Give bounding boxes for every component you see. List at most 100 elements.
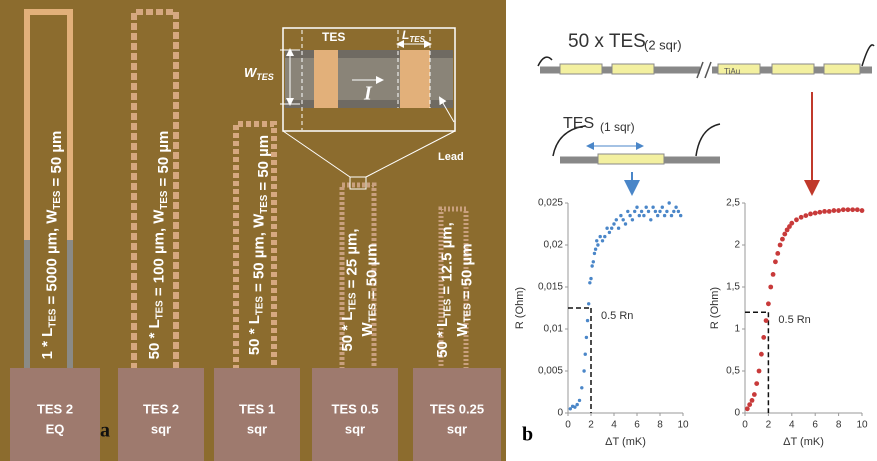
subscript: TES xyxy=(159,190,170,209)
text-part: 50 * L xyxy=(146,319,163,359)
point xyxy=(605,226,609,230)
pad-label: TES 2 xyxy=(143,401,179,416)
point xyxy=(761,335,767,340)
point xyxy=(651,205,655,209)
point xyxy=(658,209,662,214)
point xyxy=(850,207,856,213)
x-tick-label: 6 xyxy=(634,420,640,431)
point xyxy=(614,218,618,222)
point xyxy=(589,276,593,281)
subscript: TES xyxy=(409,35,425,44)
point xyxy=(610,226,614,230)
point xyxy=(672,209,676,214)
x-tick-label: 4 xyxy=(789,420,795,431)
text-part: = 50 µm xyxy=(255,135,272,195)
y-tick-label: 0,02 xyxy=(544,240,564,251)
point xyxy=(616,226,621,230)
text-part: 1 * L xyxy=(39,328,56,360)
schematic xyxy=(537,44,875,196)
inset-width: WTES xyxy=(244,65,274,82)
subscript: TES xyxy=(154,300,165,319)
point xyxy=(635,205,639,209)
text-part: L xyxy=(402,28,409,42)
point xyxy=(588,281,592,285)
point xyxy=(662,213,667,218)
pad-label: sqr xyxy=(447,421,467,436)
point xyxy=(590,264,594,268)
point xyxy=(621,218,625,222)
point xyxy=(749,398,755,403)
point xyxy=(787,224,792,229)
y-tick-label: 0 xyxy=(734,408,740,419)
point xyxy=(669,213,674,218)
y-tick-label: 2,5 xyxy=(726,198,740,209)
point xyxy=(667,201,671,205)
point xyxy=(817,209,823,215)
x-tick-label: 10 xyxy=(856,420,868,431)
pad-label: sqr xyxy=(345,421,365,436)
subscript: TES xyxy=(254,296,265,315)
x-tick-label: 6 xyxy=(812,420,818,431)
text-part: = 50 µm xyxy=(48,131,65,191)
point xyxy=(777,242,783,248)
annotation-label: 0.5 Rn xyxy=(778,314,810,326)
panel-label: b xyxy=(522,424,533,446)
point xyxy=(592,251,597,256)
text-part: W xyxy=(454,322,471,337)
device-label: WTES = 50 µm xyxy=(359,243,381,336)
x-tick-label: 8 xyxy=(657,420,663,431)
point xyxy=(646,209,651,214)
point xyxy=(623,222,628,226)
point xyxy=(630,218,635,222)
text-part: = 25 µm, xyxy=(343,228,360,292)
point xyxy=(595,239,599,243)
point xyxy=(789,220,795,226)
subscript: TES xyxy=(347,292,358,311)
point xyxy=(768,284,774,290)
tes-loops xyxy=(24,9,469,370)
y-tick-label: 0,005 xyxy=(538,366,563,377)
y-tick-label: 1 xyxy=(734,324,740,335)
point xyxy=(633,209,637,214)
subscript: TES xyxy=(462,303,473,322)
point xyxy=(603,234,607,239)
inset-tes: TES xyxy=(322,30,345,44)
point xyxy=(831,208,837,213)
schematic-top-sub: (2 sqr) xyxy=(644,37,682,52)
x-tick-label: 10 xyxy=(677,420,689,431)
point xyxy=(626,209,630,214)
point xyxy=(619,213,623,218)
subscript: TES xyxy=(47,308,58,327)
point xyxy=(628,213,632,218)
y-tick-label: 1,5 xyxy=(726,282,740,293)
point xyxy=(808,211,813,217)
point xyxy=(794,217,799,223)
point xyxy=(756,368,762,374)
y-tick-label: 0,015 xyxy=(538,282,563,293)
y-tick-label: 0,5 xyxy=(726,366,740,377)
point xyxy=(822,209,827,214)
text-part: = 50 µm, W xyxy=(250,213,267,296)
x-tick-label: 0 xyxy=(565,420,571,431)
device-label: 50 * LTES = 50 µm, WTES = 50 µm xyxy=(246,135,272,355)
device-label: 50 * LTES = 100 µm, WTES = 50 µm xyxy=(146,131,172,360)
text-part: 50 * L xyxy=(434,318,451,358)
point xyxy=(840,207,846,213)
point xyxy=(747,402,753,407)
text-part: 50 * L xyxy=(339,312,356,352)
point xyxy=(656,213,660,218)
point xyxy=(568,407,572,411)
point xyxy=(637,213,641,218)
point xyxy=(754,381,760,386)
point xyxy=(598,234,602,239)
point xyxy=(773,259,778,265)
pad-label: sqr xyxy=(247,421,267,436)
point xyxy=(744,406,750,412)
pad-label: TES 2 xyxy=(37,401,73,416)
point xyxy=(676,209,681,214)
subscript: TES xyxy=(259,194,270,213)
point xyxy=(612,222,616,226)
point xyxy=(784,227,790,233)
inset-length: LTES xyxy=(402,28,426,44)
